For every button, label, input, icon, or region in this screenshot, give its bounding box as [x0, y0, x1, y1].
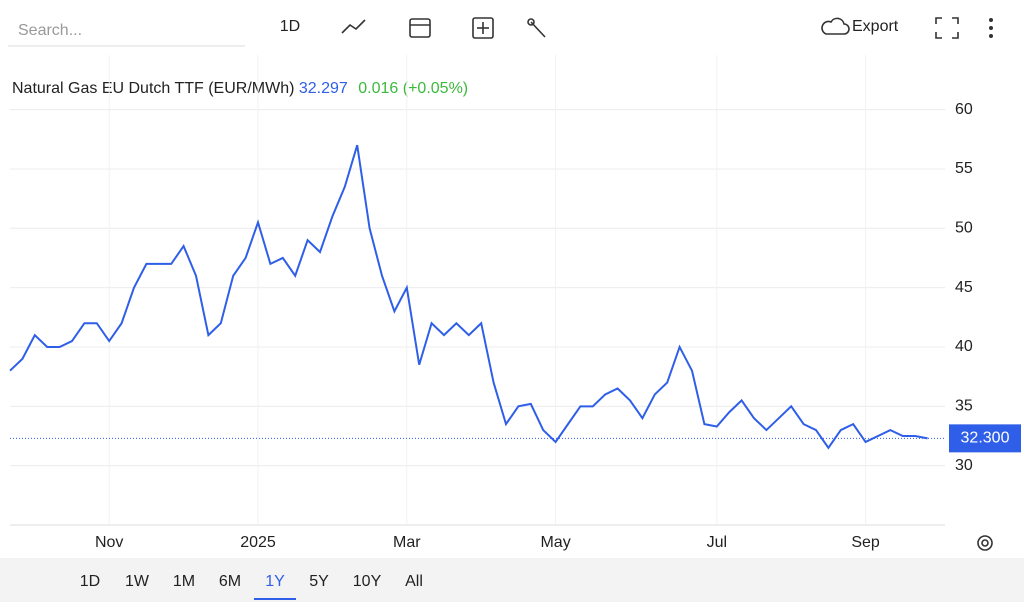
x-tick-label: Jul: [707, 534, 727, 551]
x-tick-label: Nov: [95, 534, 123, 551]
last-price-box: [949, 424, 1021, 453]
range-button[interactable]: 1W: [125, 573, 150, 590]
y-tick-label: 50: [955, 220, 973, 237]
calendar-icon[interactable]: [409, 18, 431, 38]
search-box[interactable]: Search...: [18, 22, 82, 39]
export-icon[interactable]: [821, 17, 850, 35]
add-icon[interactable]: [472, 17, 494, 39]
y-tick-label: 45: [955, 279, 973, 296]
last-price-label: 32.300: [961, 430, 1010, 447]
range-bar: [0, 558, 1024, 602]
range-button[interactable]: 10Y: [353, 573, 382, 590]
chart-settings-icon[interactable]: [977, 535, 993, 551]
y-tick-label: 55: [955, 160, 973, 177]
settings-wrench-icon[interactable]: [527, 18, 546, 38]
y-tick-label: 30: [955, 457, 973, 474]
x-tick-label: 2025: [240, 534, 276, 551]
range-button[interactable]: 6M: [219, 573, 241, 590]
range-button[interactable]: 1M: [173, 573, 195, 590]
y-tick-label: 40: [955, 338, 973, 355]
range-button[interactable]: All: [405, 573, 423, 590]
last-value: 32.297: [299, 80, 348, 97]
chart-type-icon[interactable]: [341, 19, 366, 34]
x-tick-label: Mar: [393, 534, 421, 551]
interval-button[interactable]: 1D: [280, 18, 300, 35]
menu-icon[interactable]: [989, 18, 993, 38]
chart-title: Natural Gas EU Dutch TTF (EUR/MWh): [12, 80, 294, 97]
range-button[interactable]: 1D: [80, 573, 100, 590]
x-tick-label: May: [540, 534, 570, 551]
change: 0.016 (+0.05%): [358, 80, 468, 97]
y-tick-label: 60: [955, 101, 973, 118]
fullscreen-icon[interactable]: [935, 17, 959, 39]
range-button[interactable]: 1Y: [265, 573, 285, 590]
chart-header: Natural Gas EU Dutch TTF (EUR/MWh) 32.29…: [12, 80, 468, 97]
y-tick-label: 35: [955, 398, 973, 415]
range-button[interactable]: 5Y: [309, 573, 329, 590]
export-button[interactable]: Export: [852, 18, 899, 35]
price-line: [9, 144, 928, 450]
x-tick-label: Sep: [851, 534, 880, 551]
